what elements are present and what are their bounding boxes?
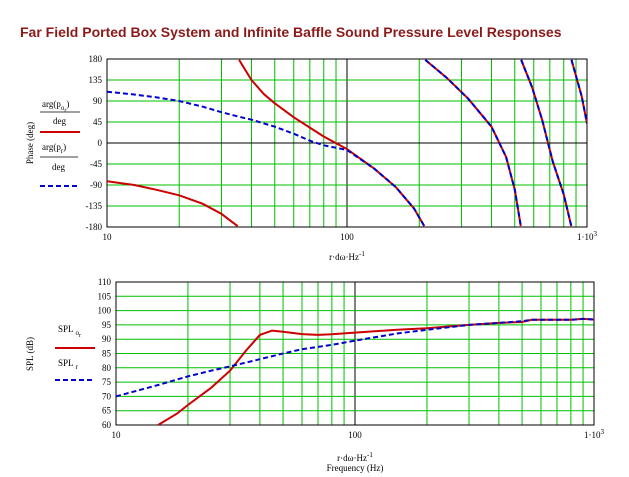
y-axis-label: Phase (deg) bbox=[25, 122, 35, 164]
y-tick-label: 85 bbox=[102, 349, 112, 359]
legend-blue-label: SPL r bbox=[58, 358, 79, 371]
y-tick-label: 135 bbox=[89, 75, 103, 85]
y-tick-label: 95 bbox=[102, 320, 112, 330]
y-tick-label: 110 bbox=[98, 277, 112, 287]
x-axis-label-2: Frequency (Hz) bbox=[327, 463, 384, 473]
x-tick-label: 10 bbox=[112, 430, 122, 440]
x-axis-label: r·dω·Hz-1 bbox=[329, 250, 365, 262]
y-tick-label: 75 bbox=[102, 377, 112, 387]
y-tick-label: -45 bbox=[90, 159, 102, 169]
y-tick-label: 65 bbox=[102, 406, 112, 416]
legend-blue-numerator: arg(pr) bbox=[42, 142, 66, 155]
y-tick-label: 60 bbox=[102, 420, 112, 430]
y-tick-label: 90 bbox=[102, 334, 112, 344]
page-title: Far Field Ported Box System and Infinite… bbox=[20, 24, 562, 40]
y-tick-label: 0 bbox=[98, 138, 103, 148]
y-tick-label: 180 bbox=[89, 54, 103, 64]
y-tick-label: -180 bbox=[86, 222, 103, 232]
y-tick-label: 90 bbox=[93, 96, 103, 106]
legend-red-label: SPL or bbox=[58, 324, 81, 339]
y-tick-label: 105 bbox=[98, 291, 112, 301]
plot-frame bbox=[106, 58, 588, 228]
plot-frame bbox=[115, 281, 595, 426]
y-tick-label: -90 bbox=[90, 180, 102, 190]
y-axis-label: SPL (dB) bbox=[25, 337, 35, 371]
x-tick-label: 10 bbox=[103, 232, 113, 242]
y-tick-label: 70 bbox=[102, 391, 112, 401]
x-tick-label: 100 bbox=[348, 430, 362, 440]
series-line-blue-3 bbox=[570, 59, 587, 124]
series-line-red-0 bbox=[107, 180, 239, 227]
series-line-blue-1 bbox=[424, 59, 522, 227]
y-tick-label: 80 bbox=[102, 363, 112, 373]
x-tick-label: 1·103 bbox=[584, 428, 605, 440]
x-tick-label: 100 bbox=[340, 232, 354, 242]
y-tick-label: -135 bbox=[86, 201, 103, 211]
y-tick-label: 100 bbox=[98, 306, 112, 316]
legend-red-denominator: deg bbox=[53, 116, 66, 126]
series-line-blue-0 bbox=[107, 90, 426, 227]
y-tick-label: 45 bbox=[93, 117, 103, 127]
legend-blue-denominator: deg bbox=[52, 162, 65, 172]
x-tick-label: 1·103 bbox=[577, 230, 598, 242]
series-line-blue-0 bbox=[116, 317, 594, 398]
series-line-blue-2 bbox=[520, 59, 573, 227]
x-axis-label: r·dω·Hz-1 bbox=[337, 451, 373, 463]
